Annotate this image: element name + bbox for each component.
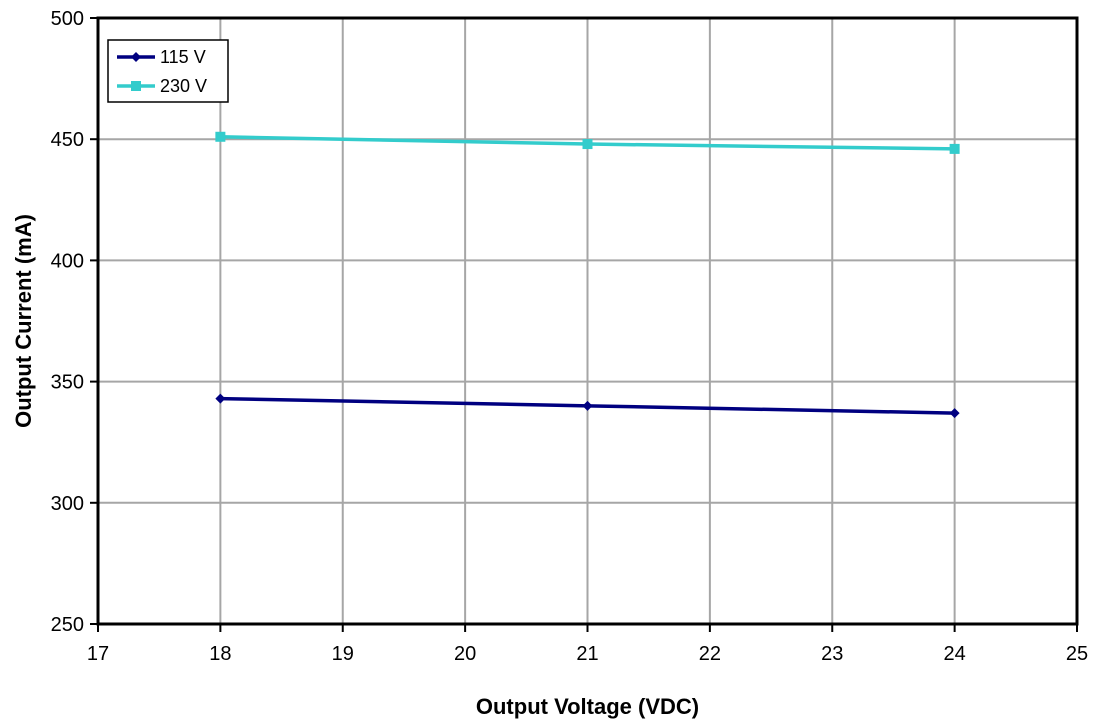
x-tick-label: 17: [87, 643, 109, 665]
data-point-marker: [215, 131, 226, 142]
data-point-marker: [131, 52, 141, 62]
legend-item: 230 V: [117, 76, 207, 96]
data-point-marker: [582, 139, 593, 150]
series-115v: [215, 393, 960, 419]
y-tick-label: 450: [51, 129, 84, 151]
y-tick-label: 500: [51, 8, 84, 30]
data-point-marker: [582, 400, 593, 411]
y-tick-label: 400: [51, 250, 84, 272]
y-tick-label: 350: [51, 372, 84, 394]
data-point-marker: [215, 393, 226, 404]
legend-box: [107, 39, 229, 103]
data-point-marker: [131, 81, 141, 91]
legend-item: 115 V: [117, 47, 206, 67]
data-point-marker: [949, 143, 960, 154]
legend-label: 230 V: [160, 76, 207, 96]
x-tick-label: 20: [454, 643, 476, 665]
x-tick-label: 21: [576, 643, 598, 665]
x-tick-label: 18: [209, 643, 231, 665]
legend: 115 V 230 V: [107, 39, 229, 103]
legend-label: 115 V: [160, 47, 206, 67]
y-axis-ticks: 250 300 350 400 450 500: [51, 8, 98, 636]
x-tick-label: 25: [1066, 643, 1088, 665]
data-point-marker: [949, 408, 960, 419]
y-axis-title: Output Current (mA): [11, 214, 36, 428]
x-tick-label: 24: [944, 643, 966, 665]
y-tick-label: 300: [51, 493, 84, 515]
x-tick-label: 23: [821, 643, 843, 665]
x-axis-title: Output Voltage (VDC): [476, 694, 699, 719]
x-axis-ticks: 17 18 19 20 21 22 23 24 25: [87, 624, 1088, 665]
x-tick-label: 22: [699, 643, 721, 665]
legend-items: 115 V 230 V: [117, 47, 207, 96]
grid: [98, 18, 1077, 624]
series-230v: [215, 131, 960, 154]
series: [215, 131, 960, 419]
x-tick-label: 19: [332, 643, 354, 665]
y-tick-label: 250: [51, 614, 84, 636]
